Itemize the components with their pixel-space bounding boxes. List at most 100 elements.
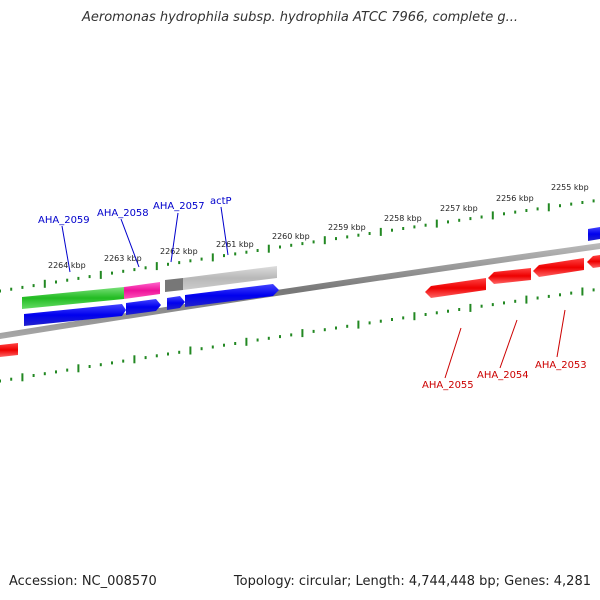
lower-ruler-minor-tick (178, 350, 181, 354)
upper-ruler-minor-tick (200, 257, 203, 261)
upper-ruler-minor-tick (536, 207, 539, 211)
lower-ruler-minor-tick (200, 347, 203, 351)
label-aha-2053[interactable]: AHA_2053 (535, 360, 587, 371)
upper-ruler-minor-tick (245, 250, 248, 254)
upper-ruler-major-tick (211, 253, 214, 262)
upper-ruler-minor-tick (312, 240, 315, 244)
lower-tick-ruler (0, 287, 595, 383)
lower-ruler-minor-tick (99, 363, 102, 367)
label-aha-2057[interactable]: AHA_2057 (153, 201, 205, 212)
label-aha-2058[interactable]: AHA_2058 (97, 208, 149, 219)
feature-gray[interactable] (183, 266, 277, 290)
upper-ruler-minor-tick (346, 235, 349, 239)
upper-ruler-minor-tick (21, 285, 24, 289)
kbp-label-2255: 2255 kbp (551, 183, 589, 192)
label-actp[interactable]: actP (210, 196, 232, 207)
lower-ruler-major-tick (301, 329, 304, 338)
gene-aha-2059[interactable] (24, 304, 126, 326)
gene-aha-2054[interactable] (488, 268, 531, 284)
topology-label: Topology: circular; Length: 4,744,448 bp… (233, 574, 591, 589)
upper-ruler-minor-tick (32, 284, 35, 288)
label-aha-2055[interactable]: AHA_2055 (422, 380, 474, 391)
lower-ruler-minor-tick (155, 354, 158, 358)
upper-ruler-minor-tick (167, 262, 169, 266)
lower-ruler-minor-tick (592, 288, 595, 292)
gene-aha-2057[interactable] (167, 296, 185, 310)
lower-ruler-minor-tick (290, 333, 293, 337)
upper-ruler-minor-tick (178, 261, 181, 265)
lower-ruler-minor-tick (559, 293, 561, 297)
lower-ruler-minor-tick (211, 345, 214, 349)
lower-ruler-major-tick (21, 373, 24, 382)
lower-ruler-minor-tick (312, 329, 315, 333)
upper-ruler-minor-tick (133, 268, 136, 272)
upper-ruler-minor-tick (570, 202, 573, 206)
upper-ruler-major-tick (547, 203, 550, 212)
upper-ruler-minor-tick (256, 249, 259, 252)
upper-ruler-minor-tick (514, 210, 517, 214)
upper-ruler-minor-tick (66, 278, 69, 282)
lower-ruler-major-tick (525, 295, 528, 304)
feature-green[interactable] (22, 287, 124, 309)
lower-ruler-minor-tick (55, 370, 57, 374)
lower-ruler-minor-tick (480, 304, 483, 308)
lower-ruler-minor-tick (167, 352, 169, 356)
upper-ruler-minor-tick (592, 199, 595, 203)
lower-ruler-minor-tick (122, 359, 125, 363)
lower-ruler-minor-tick (267, 336, 270, 340)
upper-ruler-major-tick (379, 227, 382, 236)
lower-ruler-minor-tick (435, 311, 438, 315)
gene-right-red[interactable] (587, 255, 600, 268)
upper-ruler-major-tick (491, 211, 494, 220)
gene-left-edge[interactable] (0, 343, 18, 357)
forward-gene-leaders (61, 206, 229, 273)
label-aha-2059[interactable]: AHA_2059 (38, 215, 90, 226)
lower-ruler-minor-tick (570, 291, 573, 295)
upper-ruler-minor-tick (581, 201, 584, 204)
lower-ruler-major-tick (189, 346, 192, 355)
upper-ruler-major-tick (435, 219, 438, 228)
upper-ruler-minor-tick (0, 289, 1, 293)
accession-label: Accession: NC_008570 (9, 574, 157, 589)
lower-ruler-major-tick (245, 337, 248, 346)
lower-ruler-minor-tick (503, 301, 505, 305)
lower-ruler-minor-tick (111, 361, 113, 365)
gene-aha-2053[interactable] (533, 258, 584, 277)
lower-ruler-minor-tick (447, 309, 449, 313)
upper-ruler-minor-tick (469, 217, 472, 221)
feature-pink[interactable] (124, 282, 160, 299)
lower-ruler-minor-tick (547, 294, 550, 298)
lower-ruler-minor-tick (256, 338, 259, 342)
genome-backbone (0, 243, 600, 339)
gene-aha-2058[interactable] (126, 299, 161, 315)
upper-ruler-minor-tick (357, 233, 360, 237)
lower-ruler-minor-tick (514, 299, 517, 303)
upper-ruler-minor-tick (111, 271, 113, 275)
lower-ruler-major-tick (413, 312, 416, 321)
lower-ruler-minor-tick (335, 326, 337, 330)
lower-ruler-minor-tick (32, 374, 35, 377)
upper-ruler-minor-tick (447, 220, 449, 224)
lower-ruler-minor-tick (402, 316, 405, 320)
feature-darkgray[interactable] (165, 278, 183, 292)
forward-genes (24, 227, 600, 326)
upper-ruler-minor-tick (234, 252, 237, 256)
upper-ruler-minor-tick (335, 237, 337, 241)
gene-actp[interactable] (185, 284, 279, 307)
reverse-genes (0, 255, 600, 357)
gene-aha-2055[interactable] (425, 278, 486, 298)
label-aha-2054[interactable]: AHA_2054 (477, 370, 529, 381)
upper-ruler-major-tick (99, 270, 102, 279)
upper-ruler-minor-tick (144, 266, 147, 270)
lower-ruler-major-tick (357, 320, 360, 329)
gene-right-edge[interactable] (588, 227, 600, 241)
feature-track (22, 266, 277, 309)
upper-ruler-minor-tick (279, 245, 281, 249)
upper-ruler-minor-tick (525, 209, 528, 212)
upper-tick-ruler (0, 199, 595, 293)
reverse-gene-labels: AHA_2055 AHA_2054 AHA_2053 (422, 360, 587, 391)
lower-ruler-major-tick (581, 287, 584, 296)
lower-ruler-minor-tick (368, 321, 371, 325)
upper-ruler-minor-tick (503, 212, 505, 216)
upper-ruler-minor-tick (559, 204, 561, 208)
